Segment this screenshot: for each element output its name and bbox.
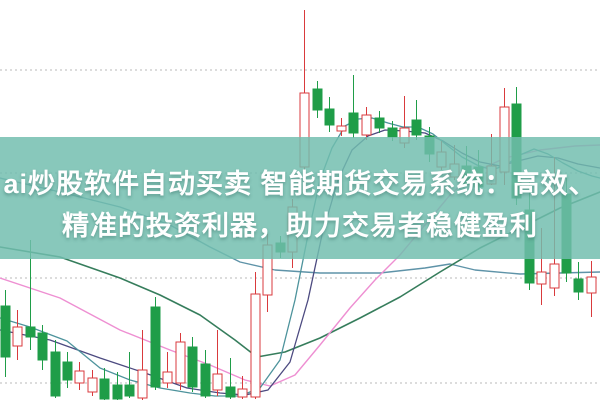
candle-body-down <box>112 384 123 400</box>
title-banner: ai炒股软件自动买卖 智能期货交易系统：高效、 精准的投资利器，助力交易者稳健盈… <box>0 137 600 259</box>
candle-body-up <box>137 369 148 399</box>
candle-body-up <box>250 293 261 398</box>
candle-body-down <box>348 112 359 134</box>
candle-body-up <box>586 276 597 294</box>
candle-body-down <box>411 119 422 136</box>
candle-body-down <box>25 326 36 338</box>
candle-body-down <box>225 386 236 398</box>
candle-body-up <box>549 263 560 289</box>
candle-body-up <box>336 125 347 132</box>
candle-body-down <box>50 351 61 397</box>
candle-body-down <box>374 117 385 129</box>
candle-body-up <box>237 388 248 398</box>
candle-body-down <box>200 363 211 397</box>
candle-body-up <box>536 271 547 285</box>
candle-body-down <box>187 346 198 388</box>
candle-body-down <box>0 305 11 358</box>
candle-body-down <box>573 278 584 293</box>
candle-body-up <box>87 377 98 393</box>
candle-body-down <box>150 306 161 388</box>
candle-body-down <box>324 108 335 126</box>
candle-body-up <box>162 371 173 384</box>
candle-body-down <box>124 384 135 397</box>
candle-body-up <box>74 370 85 384</box>
candle-body-up <box>212 373 223 391</box>
candle-body-down <box>99 378 110 400</box>
candle-body-up <box>12 326 23 347</box>
candle-body-down <box>62 361 73 381</box>
title-line-2: 精准的投资利器，助力交易者稳健盈利 <box>62 211 538 241</box>
candle-body-up <box>361 114 372 136</box>
candle-body-down <box>37 332 48 361</box>
candle-body-up <box>175 341 186 384</box>
candle-body-down <box>312 88 323 111</box>
title-line-1: ai炒股软件自动买卖 智能期货交易系统：高效、 <box>3 169 597 199</box>
candle-body-down <box>387 127 398 138</box>
